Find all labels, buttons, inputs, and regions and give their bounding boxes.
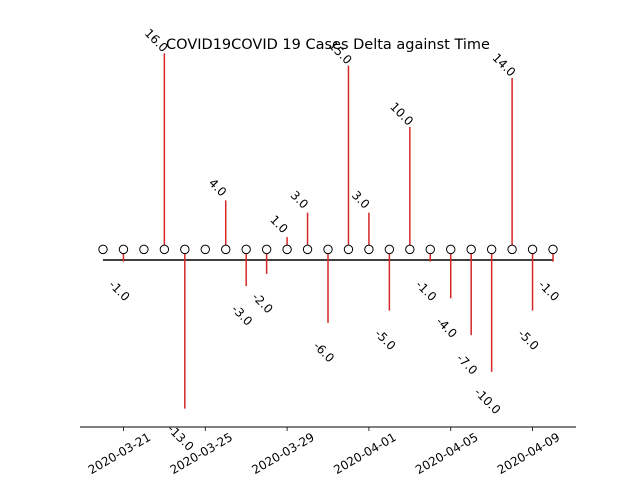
stem-marker <box>446 244 456 255</box>
data-label: -1.0 <box>106 278 132 304</box>
chart-title: COVID19COVID 19 Cases Delta against Time <box>166 37 490 53</box>
stems-group <box>122 53 554 409</box>
data-label: 3.0 <box>288 188 311 211</box>
stem-marker <box>466 244 476 255</box>
stem-marker <box>200 244 210 255</box>
stem-marker <box>527 244 538 255</box>
stem-marker <box>180 244 190 255</box>
x-tick-label: 2020-03-29 <box>249 430 316 477</box>
stem-marker <box>425 244 435 255</box>
x-tick-label: 2020-04-05 <box>413 430 480 477</box>
data-label: 4.0 <box>206 176 229 199</box>
data-label: 1.0 <box>267 213 290 236</box>
data-label: -3.0 <box>229 302 255 328</box>
data-label: -5.0 <box>372 327 398 353</box>
stem-marker <box>118 244 129 255</box>
data-label: 3.0 <box>349 188 372 211</box>
stem-marker <box>302 244 313 255</box>
stem-marker <box>486 244 497 255</box>
data-label: -1.0 <box>413 278 439 304</box>
x-tick-label: 2020-03-21 <box>86 430 153 477</box>
x-tick-label: 2020-04-09 <box>495 430 562 477</box>
data-label: 10.0 <box>387 100 416 129</box>
data-label: -1.0 <box>536 278 562 304</box>
stem-marker <box>364 244 374 255</box>
data-labels-group: -1.016.0-13.04.0-3.0-2.01.03.0-6.015.03.… <box>106 26 562 454</box>
stem-marker <box>261 244 272 255</box>
data-label: -10.0 <box>472 385 504 417</box>
data-label: 14.0 <box>490 51 519 80</box>
stem-marker <box>323 244 333 255</box>
stem-marker <box>139 244 149 255</box>
data-label: -7.0 <box>454 351 480 377</box>
stem-marker <box>343 244 354 255</box>
stem-marker <box>507 244 517 255</box>
data-label: -5.0 <box>515 327 541 353</box>
x-tick-label: 2020-04-01 <box>331 430 398 477</box>
markers-group <box>98 244 558 255</box>
data-label: -4.0 <box>433 314 459 340</box>
stem-marker <box>282 244 292 255</box>
x-ticks-group: 2020-03-21 2020-03-25 2020-03-29 2020-04-01… <box>86 427 562 477</box>
stem-marker <box>98 244 108 255</box>
data-label: -6.0 <box>311 339 337 365</box>
stem-marker <box>548 244 558 255</box>
stem-marker <box>159 244 170 255</box>
stem-marker <box>405 244 415 255</box>
stem-marker <box>221 244 231 255</box>
data-label: -2.0 <box>249 290 275 316</box>
stem-marker <box>241 244 251 255</box>
stem-marker <box>384 244 395 255</box>
